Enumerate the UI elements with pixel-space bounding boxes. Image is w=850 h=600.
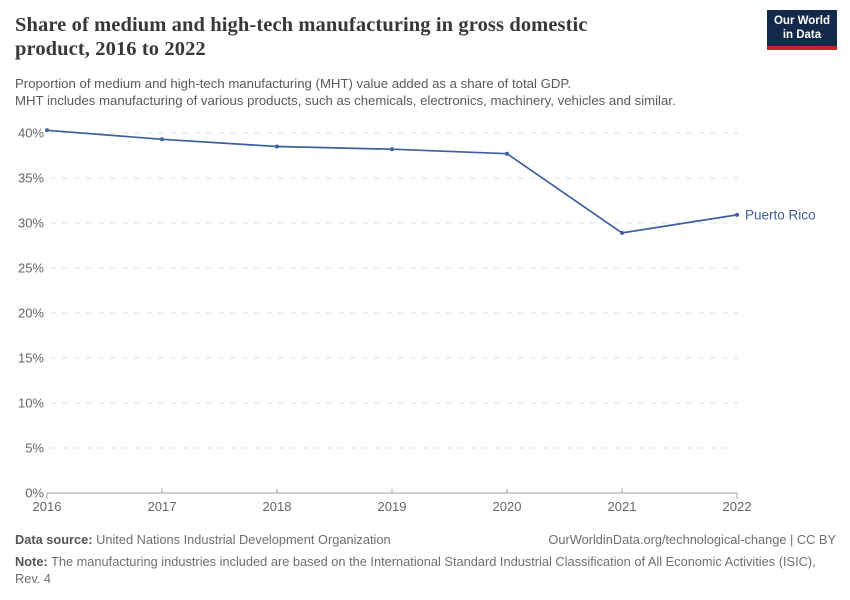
owid-logo-line1: Our World: [773, 15, 830, 27]
data-point[interactable]: [390, 147, 394, 152]
chart-subtitle: Proportion of medium and high-tech manuf…: [15, 76, 676, 109]
y-tick-label: 30%: [18, 216, 44, 231]
note-label: Note:: [15, 554, 48, 569]
owid-logo: Our World in Data: [766, 10, 837, 50]
data-point[interactable]: [505, 151, 509, 156]
x-tick-label: 2021: [608, 499, 637, 514]
note-text: The manufacturing industries included ar…: [15, 554, 816, 586]
subtitle-line1: Proportion of medium and high-tech manuf…: [15, 76, 572, 91]
y-tick-label: 10%: [18, 396, 44, 411]
data-source-label: Data source:: [15, 532, 93, 547]
data-point[interactable]: [620, 230, 624, 235]
y-tick-label: 20%: [18, 306, 44, 321]
line-chart-canvas: 0% 5% 10% 15% 20% 25% 30% 35% 40% 2016 2017 2018 201…: [18, 126, 816, 515]
x-tick-label: 2019: [378, 499, 407, 514]
series-end-label[interactable]: Puerto Rico: [745, 207, 816, 222]
data-source-text: United Nations Industrial Development Or…: [92, 532, 391, 547]
data-line-puerto-rico[interactable]: [46, 129, 738, 234]
owid-logo-line2: in Data: [782, 28, 822, 41]
note: Note: The manufacturing industries inclu…: [15, 553, 835, 587]
data-point[interactable]: [45, 128, 49, 133]
y-tick-label: 40%: [18, 126, 44, 141]
y-tick-label: 25%: [18, 261, 44, 276]
owid-link[interactable]: OurWorldinData.org/technological-change …: [548, 532, 836, 547]
data-source: Data source: United Nations Industrial D…: [15, 531, 391, 548]
x-tick-label: 2020: [493, 499, 522, 514]
subtitle-line2: MHT includes manufacturing of various pr…: [15, 92, 676, 108]
y-tick-label: 5%: [25, 441, 44, 456]
x-tick-label: 2022: [723, 499, 752, 514]
x-tick-label: 2017: [148, 499, 177, 514]
x-tick-label: 2018: [263, 499, 292, 514]
y-tick-label: 15%: [18, 351, 44, 366]
data-point[interactable]: [160, 137, 164, 142]
data-point[interactable]: [735, 212, 739, 217]
chart-footer: Data source: United Nations Industrial D…: [15, 531, 836, 587]
data-point[interactable]: [275, 144, 279, 149]
page-title: Share of medium and high-tech manufactur…: [15, 14, 588, 60]
y-tick-label: 35%: [18, 171, 44, 186]
x-tick-label: 2016: [33, 499, 62, 514]
y-tick-label: 0%: [25, 486, 44, 501]
